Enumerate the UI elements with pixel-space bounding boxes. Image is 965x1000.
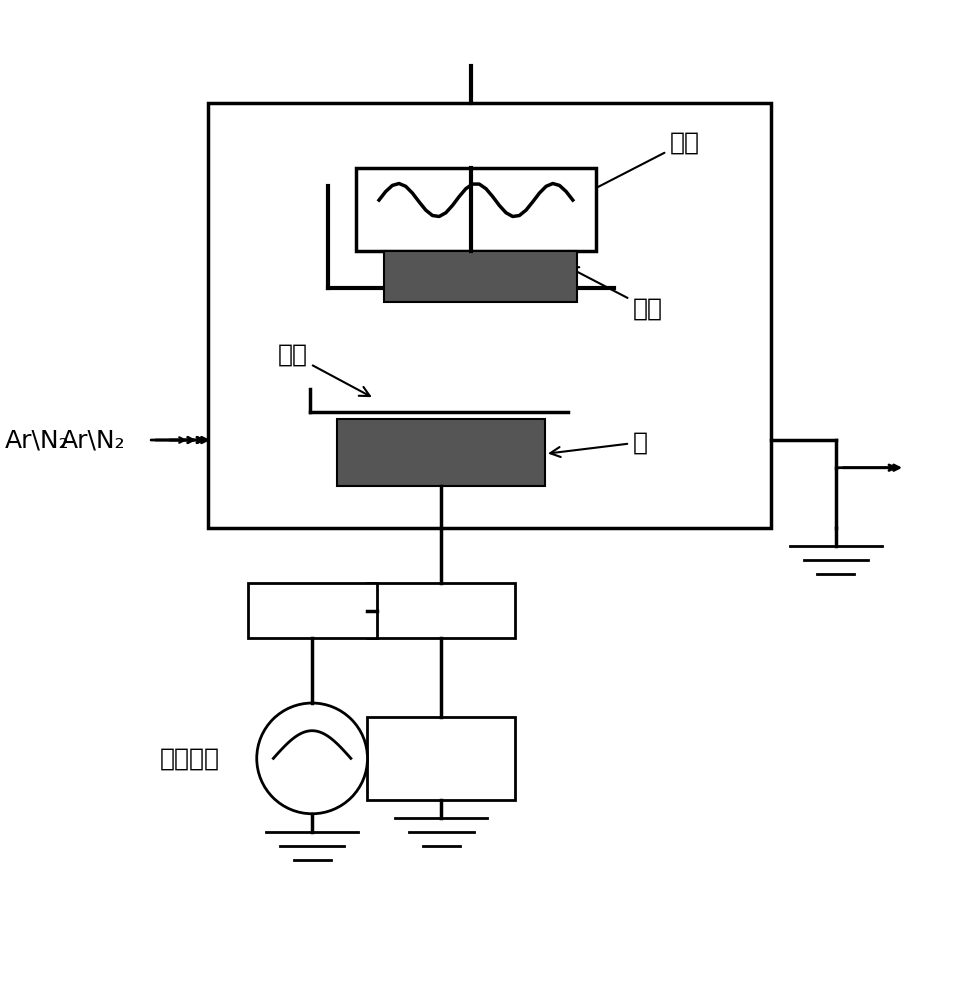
FancyBboxPatch shape [247, 583, 376, 638]
Text: Ar\N₂: Ar\N₂ [61, 428, 125, 452]
FancyBboxPatch shape [368, 583, 515, 638]
Text: 直流
电源: 直流 电源 [428, 737, 454, 780]
Text: 滤波器: 滤波器 [422, 601, 461, 621]
FancyBboxPatch shape [208, 103, 771, 528]
Text: 加热: 加热 [568, 130, 700, 202]
FancyBboxPatch shape [384, 251, 577, 302]
FancyBboxPatch shape [368, 717, 515, 800]
Text: 基片: 基片 [568, 267, 663, 320]
FancyBboxPatch shape [338, 419, 545, 486]
Text: 靶: 靶 [550, 430, 648, 457]
Text: 射频电源: 射频电源 [160, 746, 220, 770]
Circle shape [257, 703, 368, 814]
FancyBboxPatch shape [356, 168, 595, 251]
Text: Ar\N₂: Ar\N₂ [5, 428, 69, 452]
Text: 匹配器: 匹配器 [293, 601, 331, 621]
Text: 挡板: 挡板 [278, 343, 370, 396]
